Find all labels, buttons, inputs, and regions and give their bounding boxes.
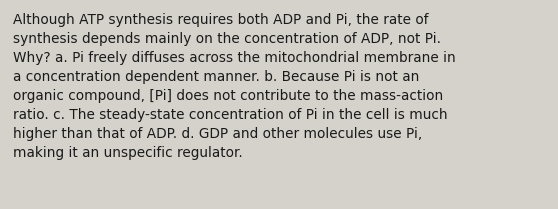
Text: Although ATP synthesis requires both ADP and Pi, the rate of
synthesis depends m: Although ATP synthesis requires both ADP… xyxy=(13,13,456,160)
